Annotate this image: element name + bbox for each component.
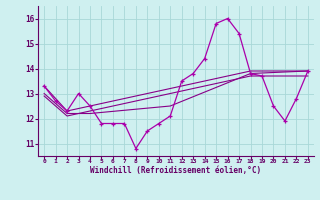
X-axis label: Windchill (Refroidissement éolien,°C): Windchill (Refroidissement éolien,°C)	[91, 166, 261, 175]
